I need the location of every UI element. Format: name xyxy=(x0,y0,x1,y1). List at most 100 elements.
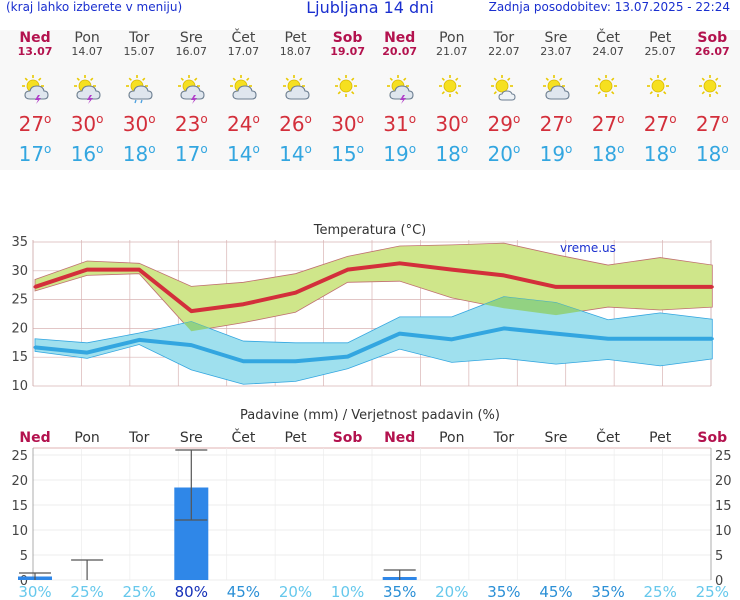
min-temp: 14o xyxy=(279,142,312,166)
day-date: 13.07 xyxy=(17,45,53,58)
sun-icon xyxy=(334,75,357,97)
sun-icon xyxy=(595,75,618,97)
day-date: 15.07 xyxy=(123,45,155,58)
day-name: Sob xyxy=(332,30,363,46)
min-temp-point xyxy=(554,332,558,336)
max-temp-point xyxy=(33,285,37,289)
day-date: 16.07 xyxy=(175,45,208,58)
day-name: Sob xyxy=(697,30,728,46)
precipitation-probability: 35% xyxy=(591,583,624,600)
weather-icon xyxy=(542,74,570,102)
partly-cloudy-icon xyxy=(282,75,310,100)
y-tick-label-right: 0 xyxy=(715,574,723,589)
forecast-day: Pon 21.07 30o 18o xyxy=(426,30,478,166)
max-temp-point xyxy=(346,268,350,272)
y-tick-label-right: 25 xyxy=(715,449,732,464)
min-temp-point xyxy=(502,326,506,330)
max-temp: 27o xyxy=(591,112,625,136)
min-temp: 20o xyxy=(487,142,521,166)
day-name: Pet xyxy=(649,30,672,46)
y-tick-label: 15 xyxy=(11,350,28,365)
x-tick-label: Sob xyxy=(697,430,727,446)
y-tick-label: 0 xyxy=(20,574,28,589)
max-temp: 30o xyxy=(122,112,156,136)
min-temp-point xyxy=(189,343,193,347)
min-temp: 18o xyxy=(695,142,729,166)
max-temp-point xyxy=(398,261,402,265)
min-temp-line xyxy=(34,326,713,364)
precipitation-chart-title: Padavine (mm) / Verjetnost padavin (%) xyxy=(240,408,500,423)
x-tick-label: Pon xyxy=(74,430,99,446)
thunderstorm-icon xyxy=(22,75,49,104)
x-tick-label: Ned xyxy=(19,430,50,446)
min-temp: 18o xyxy=(643,142,677,166)
y-tick-label: 5 xyxy=(20,549,28,564)
day-name: Ned xyxy=(384,30,416,46)
min-temp-range-band xyxy=(34,296,713,385)
sun-icon xyxy=(699,75,722,97)
last-updated: Zadnja posodobitev: 13.07.2025 - 22:24 xyxy=(488,0,730,14)
max-temp: 29o xyxy=(487,112,521,136)
forecast-day: Ned 20.07 31o 19o xyxy=(374,30,426,166)
max-temp: 27o xyxy=(643,112,677,136)
precipitation-probability: 20% xyxy=(279,583,312,600)
min-temp: 19o xyxy=(539,142,573,166)
min-temp-point xyxy=(710,337,714,341)
y-tick-label: 30 xyxy=(11,264,28,279)
day-name: Ned xyxy=(19,30,51,46)
temp-range-overlap xyxy=(484,296,583,316)
max-temp: 31o xyxy=(383,112,417,136)
weather-icon xyxy=(386,74,414,104)
x-tick-label: Čet xyxy=(596,428,620,446)
forecast-day: Ned 13.07 27o 17o xyxy=(9,30,61,166)
y-tick-label-right: 20 xyxy=(715,474,732,489)
day-name: Pon xyxy=(74,30,100,46)
day-date: 19.07 xyxy=(330,45,365,58)
max-temp-line xyxy=(34,261,713,314)
weather-icon xyxy=(698,74,726,102)
y-tick-label: 25 xyxy=(11,449,28,464)
min-temp: 15o xyxy=(331,142,364,166)
min-temp-point xyxy=(33,345,37,349)
day-date: 18.07 xyxy=(279,45,312,58)
max-temp-point xyxy=(85,268,89,272)
day-name: Pet xyxy=(284,30,307,46)
max-temp-point xyxy=(554,285,558,289)
min-temp: 14o xyxy=(226,142,260,166)
day-name: Sre xyxy=(544,30,568,46)
day-date: 17.07 xyxy=(227,45,260,58)
max-temp: 27o xyxy=(695,112,729,136)
y-tick-label-right: 15 xyxy=(715,499,732,514)
precipitation-probability: 25% xyxy=(696,583,729,600)
menu-hint: (kraj lahko izberete v meniju) xyxy=(6,0,183,14)
precipitation-probability: 20% xyxy=(435,583,468,600)
max-temp: 24o xyxy=(226,112,260,136)
max-temp: 30o xyxy=(331,112,364,136)
max-temp-point xyxy=(710,285,714,289)
day-date: 20.07 xyxy=(382,45,418,58)
precipitation-probability: 35% xyxy=(487,583,520,600)
y-tick-label: 20 xyxy=(11,474,28,489)
forecast-day: Sob 26.07 27o 18o xyxy=(686,30,738,166)
precipitation-probability: 35% xyxy=(383,583,416,600)
day-date: 21.07 xyxy=(436,45,468,58)
max-temp-point xyxy=(502,273,506,277)
precipitation-probability: 45% xyxy=(539,583,572,600)
min-temp-point xyxy=(658,337,662,341)
forecast-day: Pon 14.07 30o 16o xyxy=(61,30,113,166)
max-temp: 23o xyxy=(174,112,208,136)
min-temp: 18o xyxy=(122,142,156,166)
partly-cloudy-icon xyxy=(230,75,257,100)
x-tick-label: Ned xyxy=(384,430,415,446)
day-date: 23.07 xyxy=(540,45,572,58)
weather-icon xyxy=(177,74,205,104)
y-tick-label: 15 xyxy=(11,499,28,514)
min-temp-point xyxy=(137,338,141,342)
precipitation-probability: 30% xyxy=(18,583,51,600)
max-temp-point xyxy=(241,302,245,306)
thunderstorm-icon xyxy=(74,75,101,104)
forecast-day: Čet 17.07 24o 14o xyxy=(217,30,269,166)
day-date: 26.07 xyxy=(694,45,730,58)
y-tick-label-right: 10 xyxy=(715,524,732,539)
